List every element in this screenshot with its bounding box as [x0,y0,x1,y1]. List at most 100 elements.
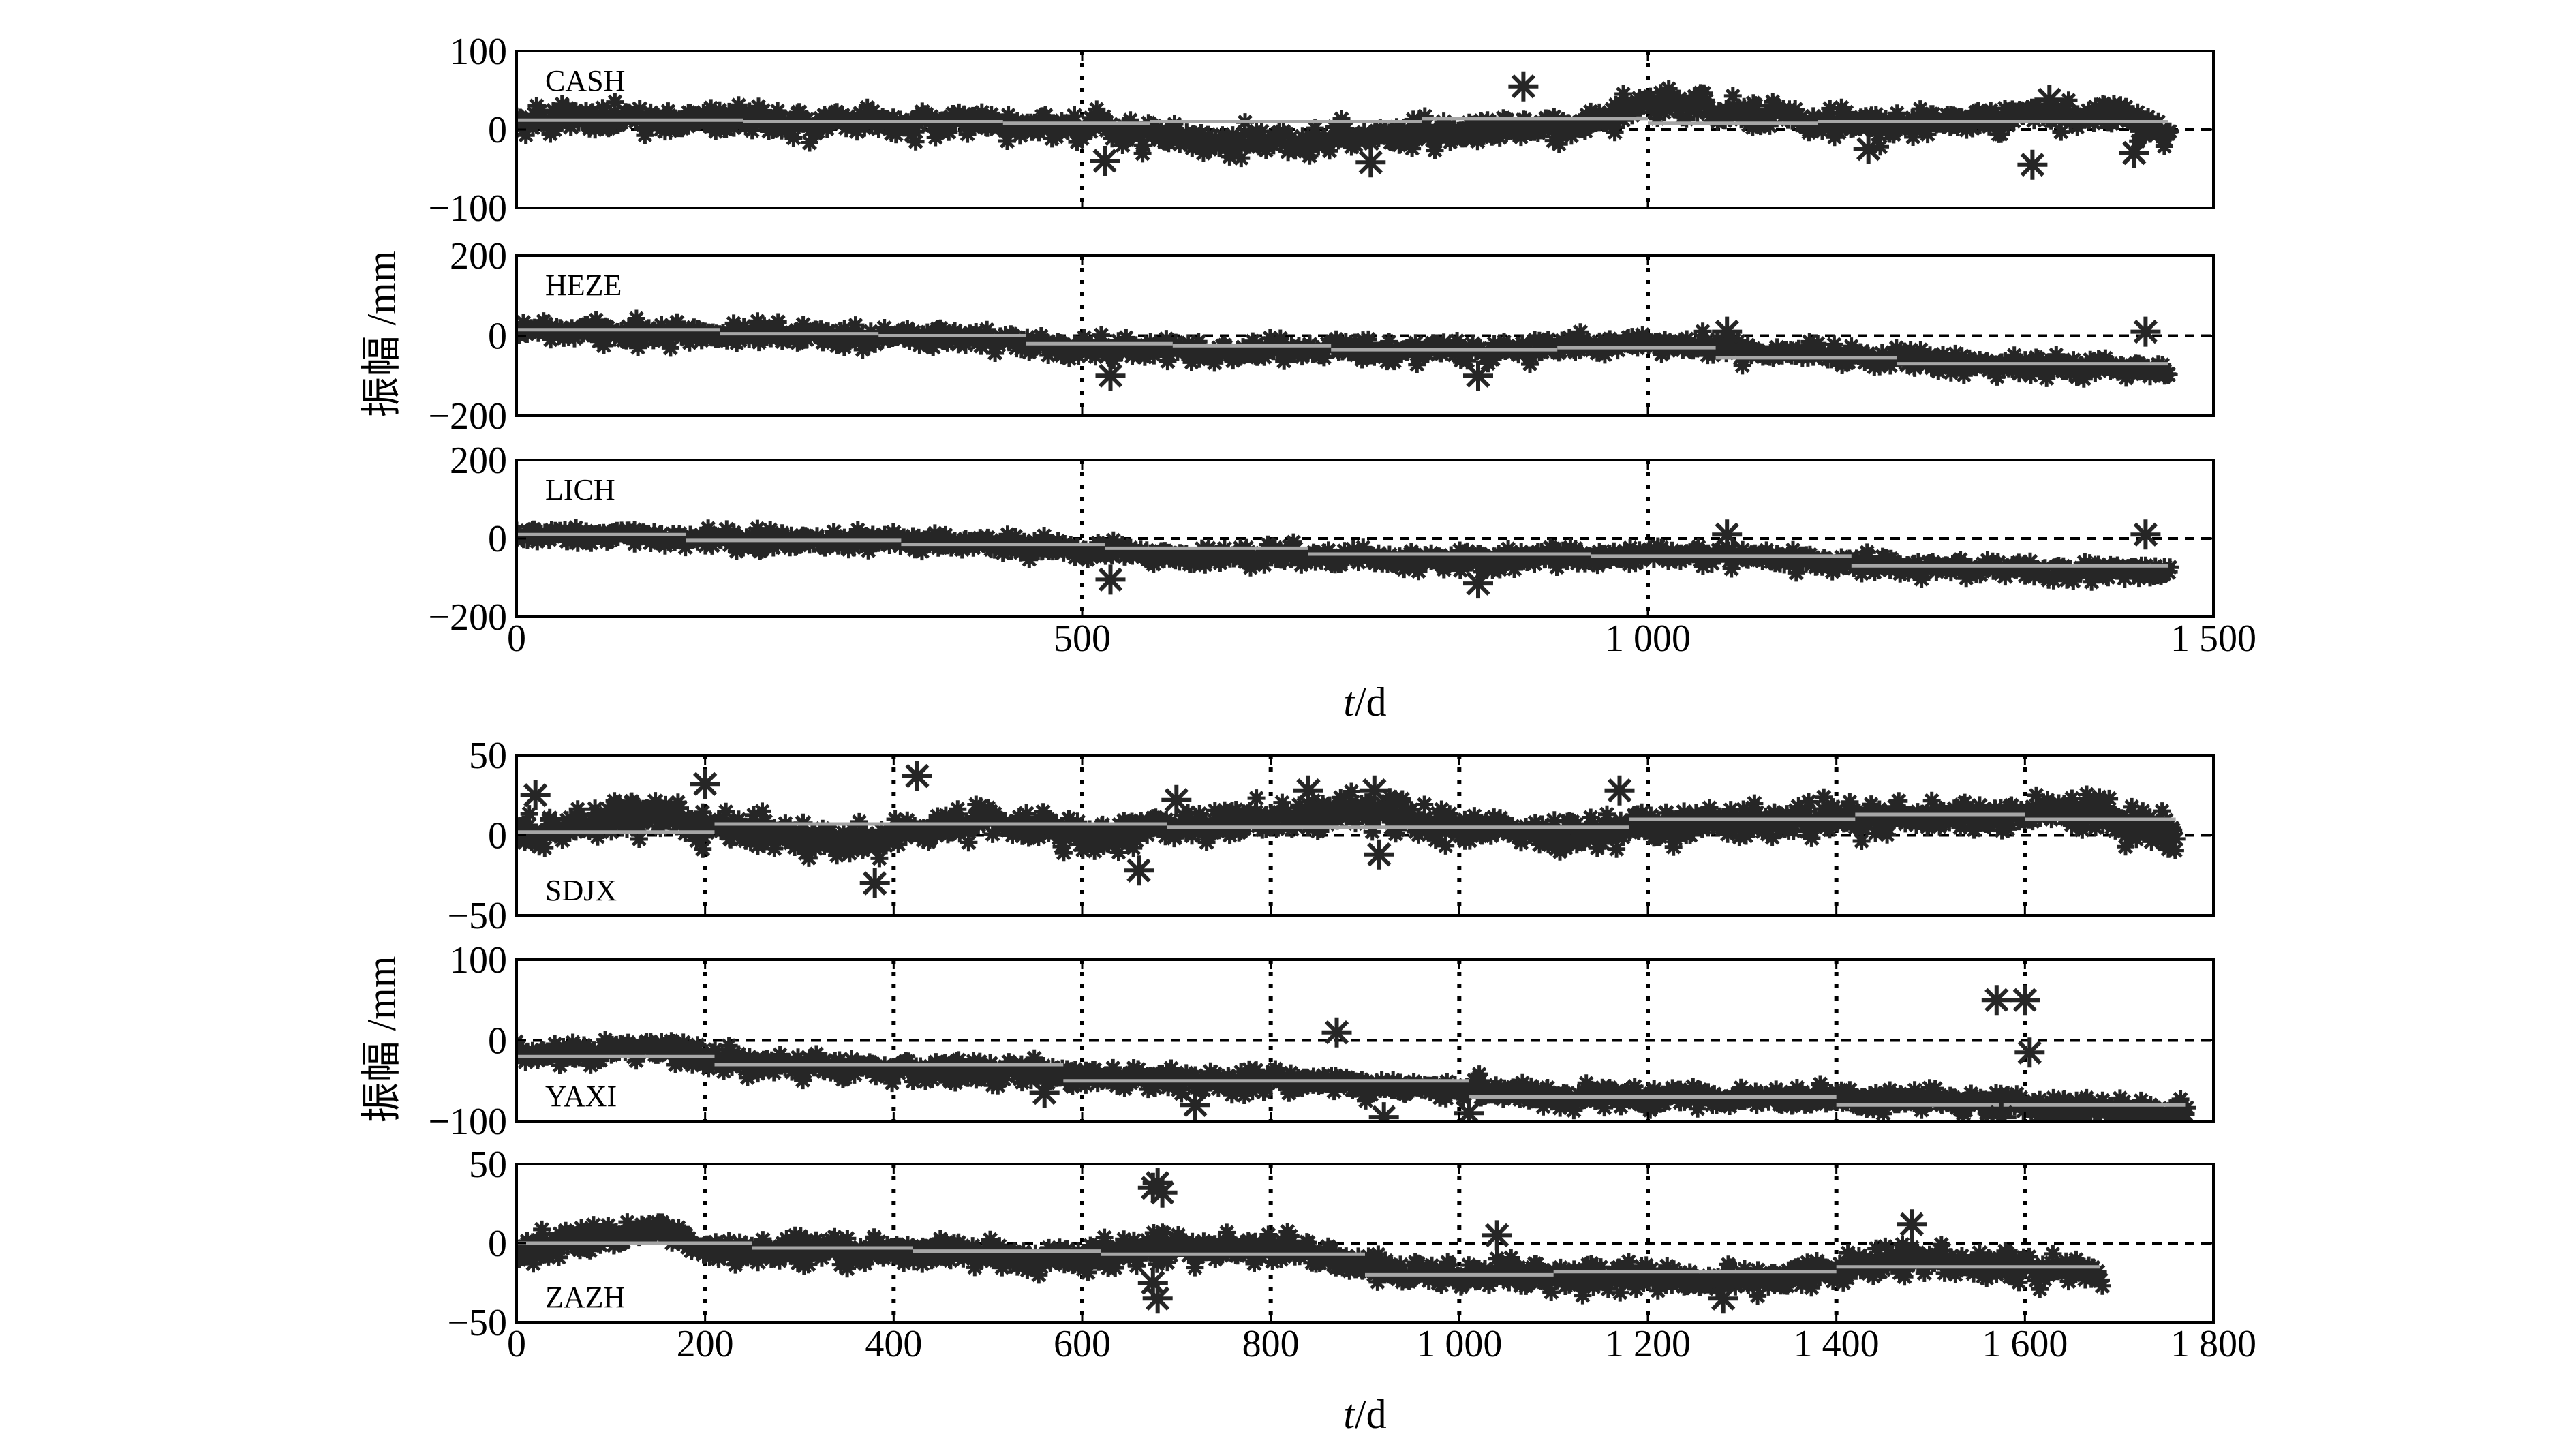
panel-yaxi: 100 0 −100 YAXI [428,939,2215,1143]
data-series [517,80,2179,168]
outlier-point [2130,316,2161,347]
x-axis-unit: /d [1355,680,1387,724]
x-tick-label: 600 [1054,1323,1111,1365]
outlier-point [1142,1168,1173,1198]
y-tick-label: 0 [488,316,507,358]
panel-zazh: 50 0 −50 ZAZH [447,1144,2215,1344]
outlier-point [1981,985,2012,1016]
y-tick-label: 0 [488,1223,507,1265]
panel-label: CASH [545,64,625,97]
y-tick-label: 200 [450,440,507,482]
outlier-point [1142,1283,1173,1314]
x-tick-label: 1 200 [1605,1323,1691,1365]
outlier-point [1180,1090,1210,1120]
plot-area [517,51,2213,208]
outlier-point [1321,1017,1352,1048]
plot-area [517,1164,2213,1322]
panel-heze: 200 0 −200 HEZE [428,235,2215,438]
panel-label: ZAZH [545,1281,625,1314]
plot-area [517,460,2213,617]
data-series [517,1213,2111,1305]
outlier-point [1095,564,1126,595]
outlier-point [1161,784,1192,815]
y-tick-label: −100 [428,1101,507,1143]
y-tick-label: 0 [488,109,507,151]
outlier-point [1712,316,1743,347]
outlier-point [1508,71,1539,102]
y-tick-label: −50 [447,1302,507,1344]
outlier-point [1368,1102,1399,1121]
x-tick-label: 1 000 [1416,1323,1502,1365]
outlier-point [1090,146,1120,176]
outlier-point [1364,839,1394,870]
x-axis-variable: t [1343,1392,1355,1437]
x-tick-label: 1 000 [1605,617,1691,660]
x-tick-label: 400 [865,1323,922,1365]
x-tick-label: 1 600 [1982,1323,2068,1365]
outlier-point [1359,775,1390,806]
outlier-point [2014,1037,2045,1068]
y-tick-label: 100 [450,31,507,73]
panel-sdjx: 50 0 −50 SDJX [447,735,2215,937]
plot-area [517,755,2213,915]
outlier-point [859,868,890,898]
y-tick-label: −100 [428,187,507,230]
outlier-point [2017,149,2048,180]
plot-area [517,256,2213,416]
x-axis-variable: t [1343,680,1355,724]
outlier-point [1897,1209,1927,1240]
outlier-point [1147,1177,1178,1208]
y-tick-label: 50 [469,1144,507,1186]
outlier-point [1029,1078,1060,1108]
panel-label: SDJX [545,874,617,907]
x-tick-label: 1 500 [2171,617,2256,660]
outlier-point [2010,985,2040,1016]
outlier-point [1463,568,1493,599]
y-tick-label: −200 [428,395,507,438]
y-axis-title: 振幅 /mm [359,956,404,1123]
x-axis-unit: /d [1355,1392,1387,1437]
x-tick-label: 500 [1054,617,1111,660]
x-axis-title: t/d [1343,1392,1386,1437]
outlier-point [1293,775,1323,806]
outlier-point [1986,1102,2017,1121]
y-tick-label: 0 [488,1020,507,1063]
x-axis-title: t/d [1343,680,1386,724]
outlier-point [2119,138,2149,168]
outlier-point [2130,519,2161,550]
x-tick-label: 0 [507,617,526,660]
panel-label: HEZE [545,269,622,302]
x-tick-label: 1 400 [1794,1323,1880,1365]
panel-label: YAXI [545,1080,617,1113]
x-tick-label: 800 [1242,1323,1300,1365]
y-tick-label: 0 [488,518,507,560]
plot-area [517,960,2213,1121]
panel-lich: 200 0 −200 LICH [428,440,2215,639]
outlier-point [690,769,720,799]
outlier-point [1712,519,1743,550]
y-tick-label: −50 [447,895,507,937]
x-tick-label: 1 800 [2171,1323,2256,1365]
outlier-point [1853,134,1884,164]
y-tick-label: 100 [450,939,507,981]
x-tick-label: 0 [507,1323,526,1365]
outlier-point [1463,361,1493,391]
outlier-point [2034,85,2065,115]
panel-cash: 100 0 −100 CASH [428,31,2215,230]
outlier-point [520,780,551,810]
outlier-point [1355,147,1386,178]
outlier-point [1482,1220,1512,1251]
outlier-point [1095,361,1126,391]
y-tick-label: −200 [428,596,507,639]
outlier-point [1124,855,1154,886]
x-tick-label: 200 [677,1323,734,1365]
y-tick-label: 200 [450,235,507,277]
y-tick-label: 50 [469,735,507,777]
panel-label: LICH [545,473,615,506]
y-axis-title: 振幅 /mm [359,250,404,417]
outlier-point [1137,1268,1168,1298]
outlier-point [1454,1098,1484,1121]
